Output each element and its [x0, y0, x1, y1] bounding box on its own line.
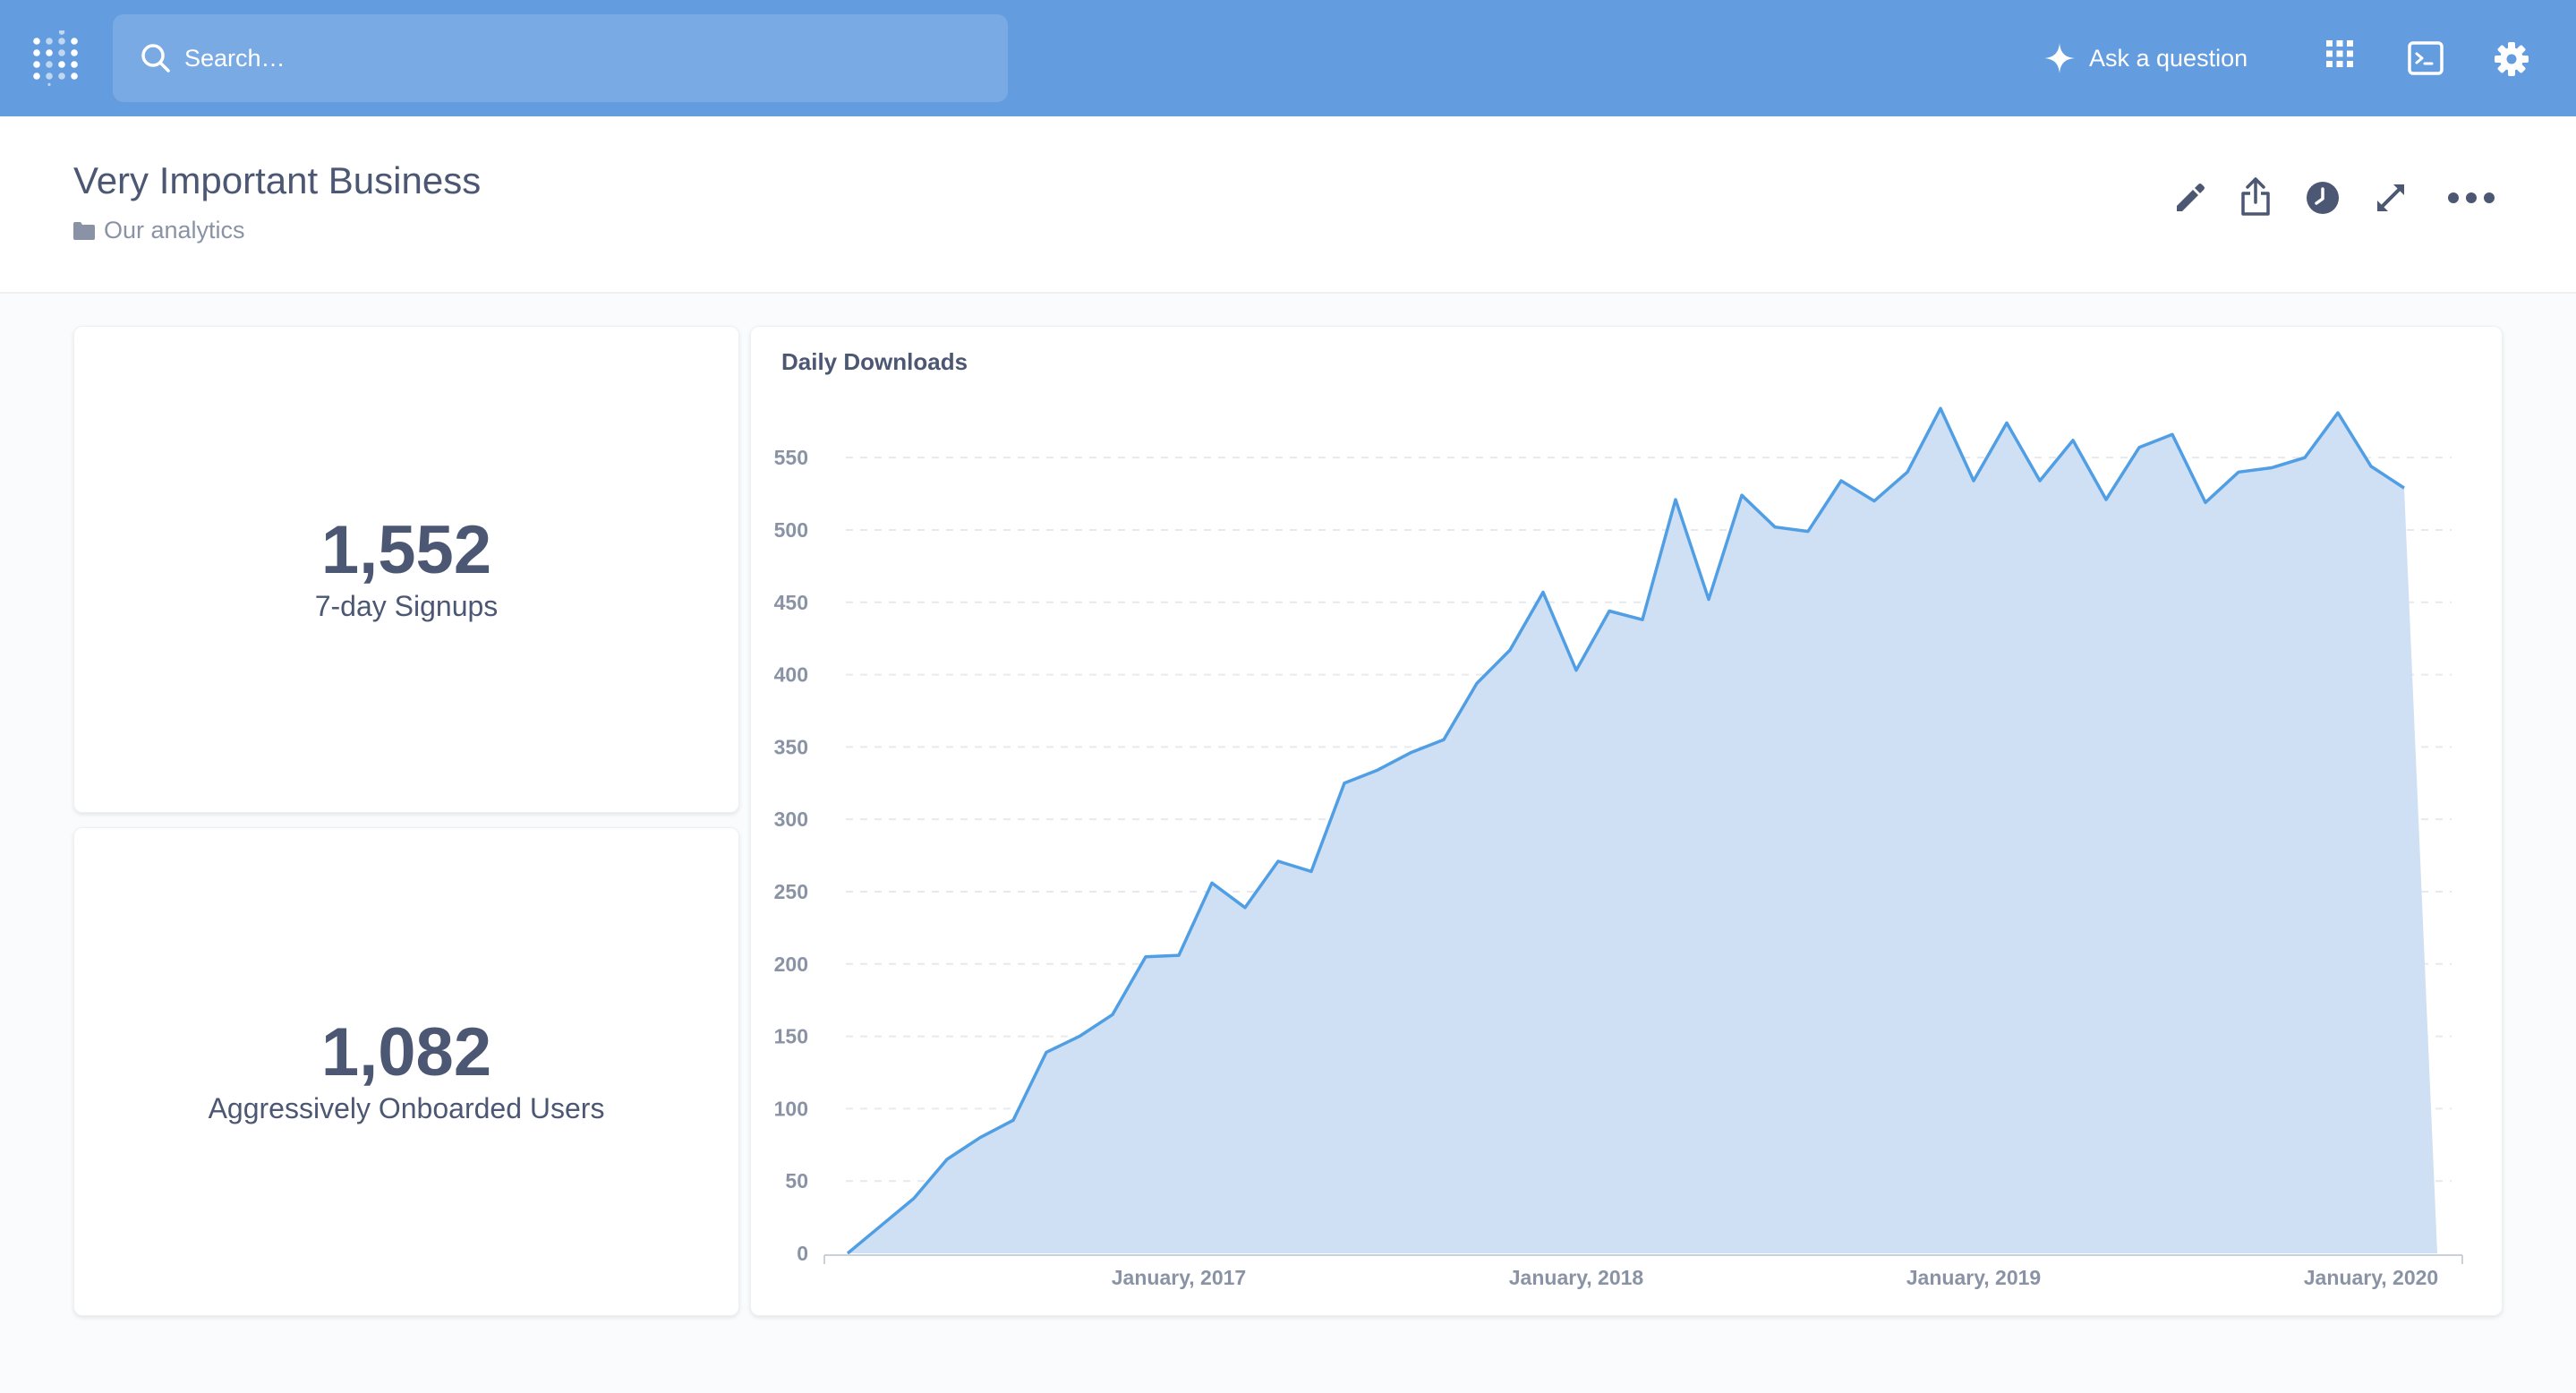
daily-downloads-card[interactable]: 0 50 100 150 200 250 300 350 400 450 500 550 January…	[750, 326, 2503, 1316]
scalar-label[interactable]: 7-day Signups	[314, 589, 499, 622]
page-title: Very Important Business	[73, 159, 482, 201]
ask-question-button[interactable]: Ask a question	[2044, 30, 2248, 86]
grid-icon[interactable]	[2325, 39, 2354, 68]
expand-icon[interactable]	[2376, 183, 2406, 213]
share-icon[interactable]	[2239, 177, 2272, 217]
y-tick-label: 300	[774, 808, 808, 831]
y-tick-label: 100	[774, 1097, 808, 1120]
search-icon	[141, 44, 170, 73]
series-line[interactable]	[846, 406, 2405, 1255]
x-tick-label: January, 2019	[1906, 1266, 2041, 1289]
y-tick-label: 150	[774, 1025, 808, 1048]
scalar-label[interactable]: Aggressively Onboarded Users	[208, 1091, 605, 1124]
x-tick-label: January, 2018	[1509, 1266, 1644, 1289]
sparkle-icon	[2044, 43, 2075, 73]
navbar: Ask a question	[0, 0, 2576, 116]
pencil-icon[interactable]	[2173, 183, 2205, 215]
signups-card[interactable]: 1,552 7-day Signups	[73, 326, 739, 813]
y-tick-label: 550	[774, 446, 808, 469]
scalar-value: 1,082	[320, 1013, 492, 1090]
breadcrumb[interactable]: Our analytics	[73, 217, 245, 244]
metabase-logo-icon[interactable]	[32, 30, 79, 86]
y-tick-label: 200	[774, 953, 808, 976]
y-tick-label: 450	[774, 591, 808, 614]
chart-title[interactable]: Daily Downloads	[781, 348, 968, 375]
area-fill	[848, 408, 2437, 1253]
y-tick-label: 350	[774, 735, 808, 758]
y-tick-label: 400	[774, 663, 808, 687]
search-input[interactable]	[184, 14, 972, 102]
x-tick-label: January, 2017	[1112, 1266, 1246, 1289]
terminal-icon[interactable]	[2408, 41, 2444, 75]
onboarded-users-card[interactable]: 1,082 Aggressively Onboarded Users	[73, 827, 739, 1316]
y-tick-label: 0	[797, 1242, 808, 1265]
y-tick-label: 250	[774, 880, 808, 903]
x-tick-label: January, 2020	[2304, 1266, 2438, 1289]
y-tick-label: 500	[774, 518, 808, 542]
y-tick-label: 50	[785, 1169, 808, 1192]
search-bar[interactable]	[113, 14, 1008, 102]
scalar-value: 1,552	[320, 511, 492, 588]
folder-icon	[73, 221, 95, 240]
area-chart: 0 50 100 150 200 250 300 350 400 450 500 550 January…	[774, 406, 2463, 1289]
collection-label: Our analytics	[104, 217, 245, 244]
gear-icon[interactable]	[2494, 41, 2529, 77]
clock-icon[interactable]	[2306, 181, 2340, 215]
dashboard-header: Very Important Business Our analytics	[0, 116, 2576, 294]
ellipsis-icon[interactable]	[2447, 192, 2495, 204]
ask-question-label: Ask a question	[2089, 44, 2248, 72]
